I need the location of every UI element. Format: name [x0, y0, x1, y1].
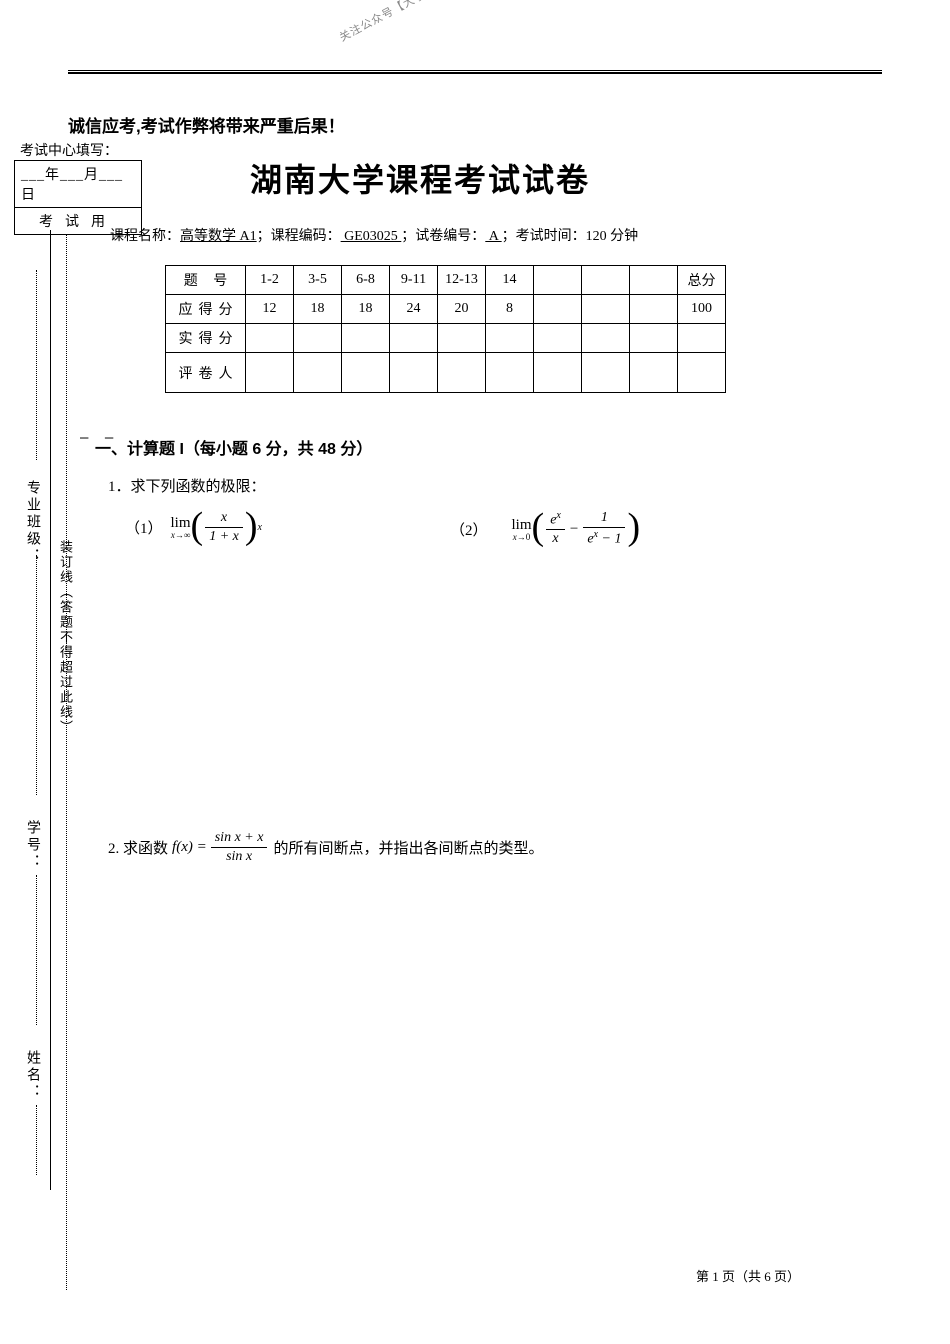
- col-header: 1-2: [246, 266, 294, 295]
- formula-1: limx→∞ ( x1 + x ) x: [171, 510, 262, 546]
- formula-2: limx→0 ( exx − 1ex − 1 ): [512, 510, 641, 549]
- side-name-label: 姓名：: [22, 1050, 42, 1101]
- section-heading: 一、计算题 I（每小题 6 分，共 48 分）: [95, 435, 372, 459]
- q1-2-label: （2）: [450, 519, 488, 540]
- side-dots: [36, 1105, 37, 1175]
- grader-total: [678, 353, 726, 393]
- max-cell: 18: [294, 295, 342, 324]
- q2-prefix: 2. 求函数: [108, 837, 168, 858]
- formula-3: f (x) = sin x + xsin x: [172, 830, 269, 866]
- actual-cell: [294, 324, 342, 353]
- exam-page: 诚信应考,考试作弊将带来严重后果！ 考试中心填写： ___年___月___日 考…: [0, 70, 950, 1320]
- question-1-stem: 1．求下列函数的极限：: [108, 475, 266, 496]
- top-rule: [68, 70, 882, 74]
- grader-cell: [342, 353, 390, 393]
- max-cell: [582, 295, 630, 324]
- max-cell: 24: [390, 295, 438, 324]
- grader-cell: [534, 353, 582, 393]
- question-2: 2. 求函数 f (x) = sin x + xsin x 的所有间断点，并指出…: [108, 830, 543, 866]
- total-label: 总分: [678, 266, 726, 295]
- paper-label: ；试卷编号：: [401, 229, 485, 244]
- grader-cell: [246, 353, 294, 393]
- date-line: ___年___月___日: [15, 161, 141, 208]
- grader-cell: [486, 353, 534, 393]
- actual-label: 实得分: [166, 324, 246, 353]
- question-1-2: （2） limx→0 ( exx − 1ex − 1 ): [450, 510, 640, 549]
- grader-label: 评卷人: [166, 353, 246, 393]
- grader-cell: [390, 353, 438, 393]
- actual-cell: [246, 324, 294, 353]
- question-1-1: （1） limx→∞ ( x1 + x ) x: [125, 510, 262, 546]
- actual-total: [678, 324, 726, 353]
- grader-cell: [582, 353, 630, 393]
- outer-vline: [50, 230, 51, 1190]
- table-row: 评卷人: [166, 353, 726, 393]
- side-dots: [36, 270, 37, 460]
- actual-cell: [582, 324, 630, 353]
- binding-dotted-line: [66, 235, 67, 1290]
- total-max: 100: [678, 295, 726, 324]
- watermark-text: 关注公众号【大学生资料网】获取更多: [336, 0, 524, 45]
- course-info: 课程名称：高等数学 A1；课程编码： GE03025 ；试卷编号： A ；考试时…: [110, 225, 638, 245]
- binding-text: 装订线（答题不得超过此线）: [56, 540, 75, 735]
- grader-cell: [630, 353, 678, 393]
- paper-code: A: [485, 229, 501, 244]
- exam-time: 120 分钟: [586, 229, 639, 244]
- max-cell: 18: [342, 295, 390, 324]
- col-header: [534, 266, 582, 295]
- grader-cell: [438, 353, 486, 393]
- integrity-warning: 诚信应考,考试作弊将带来严重后果！: [68, 112, 345, 137]
- actual-cell: [486, 324, 534, 353]
- table-row: 实得分: [166, 324, 726, 353]
- q1-1-label: （1）: [125, 517, 163, 538]
- max-cell: 20: [438, 295, 486, 324]
- course-prefix: 课程名称：: [110, 229, 180, 244]
- date-box: ___年___月___日 考试用: [14, 160, 142, 235]
- max-label: 应得分: [166, 295, 246, 324]
- header-label: 题 号: [166, 266, 246, 295]
- side-dots: [36, 875, 37, 1025]
- col-header: [630, 266, 678, 295]
- max-cell: 12: [246, 295, 294, 324]
- col-header: 9-11: [390, 266, 438, 295]
- code-label: ；课程编码：: [257, 229, 341, 244]
- col-header: [582, 266, 630, 295]
- course-code: GE03025: [341, 229, 402, 244]
- side-class-label: 专业班级：: [22, 480, 42, 565]
- fill-in-label: 考试中心填写：: [20, 140, 118, 160]
- actual-cell: [390, 324, 438, 353]
- score-table: 题 号 1-2 3-5 6-8 9-11 12-13 14 总分 应得分 12 …: [165, 265, 726, 393]
- course-name: 高等数学 A1: [180, 229, 257, 244]
- binding-column: [0, 230, 52, 1190]
- time-label: ；考试时间：: [502, 229, 586, 244]
- col-header: 6-8: [342, 266, 390, 295]
- page-number: 第 1 页（共 6 页）: [696, 1266, 800, 1285]
- side-sid-label: 学号：: [22, 820, 42, 871]
- actual-cell: [342, 324, 390, 353]
- q2-suffix: 的所有间断点，并指出各间断点的类型。: [273, 837, 543, 858]
- actual-cell: [438, 324, 486, 353]
- max-cell: [534, 295, 582, 324]
- max-cell: 8: [486, 295, 534, 324]
- col-header: 3-5: [294, 266, 342, 295]
- table-row: 题 号 1-2 3-5 6-8 9-11 12-13 14 总分: [166, 266, 726, 295]
- col-header: 12-13: [438, 266, 486, 295]
- grader-cell: [294, 353, 342, 393]
- table-row: 应得分 12 18 18 24 20 8 100: [166, 295, 726, 324]
- actual-cell: [534, 324, 582, 353]
- col-header: 14: [486, 266, 534, 295]
- side-dots: [36, 555, 37, 795]
- page-title: 湖南大学课程考试试卷: [250, 155, 590, 201]
- actual-cell: [630, 324, 678, 353]
- max-cell: [630, 295, 678, 324]
